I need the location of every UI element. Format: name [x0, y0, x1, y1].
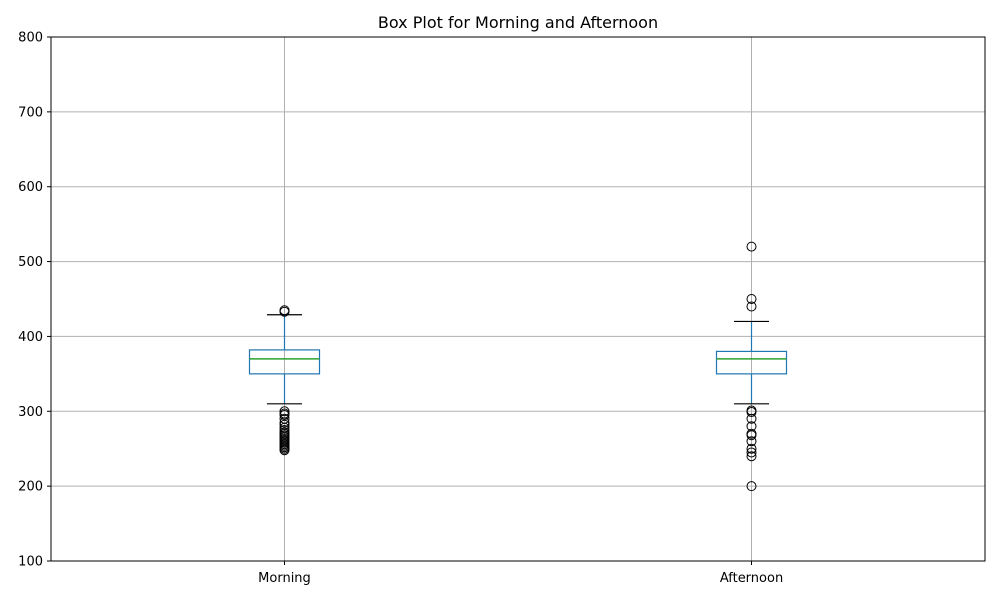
- outlier-point: [746, 443, 757, 454]
- boxes: [248, 241, 788, 492]
- outlier-point: [279, 425, 290, 435]
- outlier-point: [746, 436, 757, 447]
- outlier-point: [279, 306, 290, 317]
- outlier-point: [746, 481, 757, 492]
- outlier-point: [746, 413, 757, 424]
- outlier-point: [746, 451, 757, 462]
- outlier-point: [746, 301, 757, 312]
- iqr-box: [715, 350, 788, 375]
- y-tick-label: 600: [18, 180, 43, 195]
- y-tick-label: 700: [18, 105, 43, 120]
- y-tick-label: 400: [18, 330, 43, 345]
- plot-frame: [50, 36, 986, 562]
- outlier-point: [279, 445, 290, 456]
- outlier-point: [746, 241, 757, 252]
- axes: 100 200 300 400 500 600 700 800 Morning Afternoon: [18, 31, 783, 587]
- y-tick-label: 800: [18, 31, 43, 46]
- outlier-point: [746, 407, 757, 418]
- chart-title: Box Plot for Morning and Afternoon: [378, 13, 658, 32]
- outlier-point: [279, 406, 290, 417]
- x-tick-label: Morning: [258, 571, 311, 586]
- y-tick-label: 300: [18, 405, 43, 420]
- y-tick-label: 500: [18, 255, 43, 270]
- x-tick-label: Afternoon: [720, 571, 783, 586]
- iqr-box: [248, 349, 321, 375]
- outlier-point: [746, 447, 757, 458]
- y-tick-label: 100: [18, 555, 43, 570]
- outlier-point: [746, 294, 757, 304]
- grid-lines: [51, 36, 985, 562]
- outlier-point: [746, 430, 757, 441]
- y-tick-label: 200: [18, 480, 43, 495]
- outlier-point: [279, 410, 290, 421]
- outlier-point: [279, 417, 290, 428]
